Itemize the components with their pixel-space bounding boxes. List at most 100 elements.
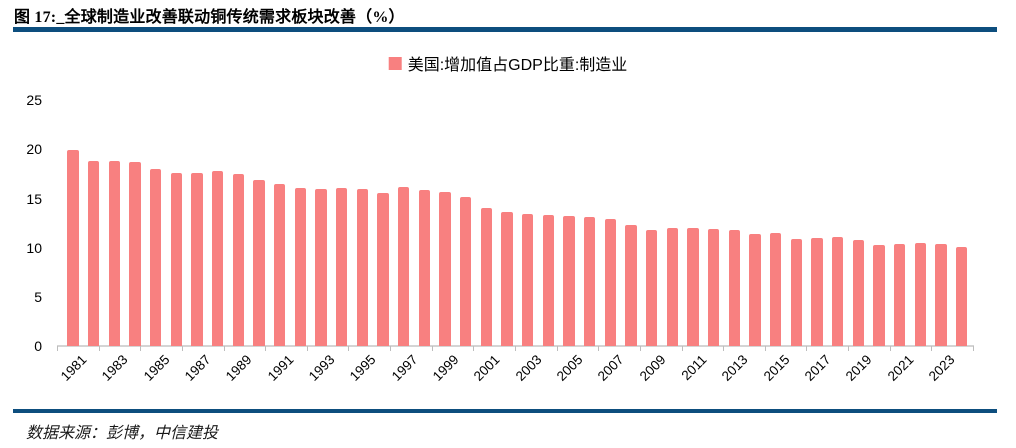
bar-2016 (790, 238, 803, 346)
bar-2008 (625, 225, 637, 346)
bar-1990 (253, 179, 265, 346)
x-axis-tick (848, 346, 850, 351)
bar-2003 (521, 214, 534, 346)
x-axis-label: 2017 (801, 352, 834, 384)
bar-2023 (935, 243, 947, 346)
y-axis-label: 15 (26, 190, 42, 207)
bar-2005 (563, 216, 575, 346)
x-axis-tick (889, 346, 891, 351)
x-axis-label: 1983 (99, 352, 131, 384)
bar-1992 (294, 187, 307, 346)
bar-1983 (108, 161, 121, 346)
x-axis-label: 1981 (57, 352, 90, 384)
bar-1981 (67, 150, 79, 346)
bar-1982 (87, 161, 100, 346)
bar-2021 (893, 243, 906, 346)
bar-2011 (687, 228, 699, 346)
bar-2022 (914, 242, 927, 346)
y-axis-label: 10 (26, 239, 42, 256)
bar-1989 (232, 174, 245, 346)
bar-1984 (129, 162, 141, 346)
x-axis-tick (348, 346, 350, 351)
x-axis-label: 1991 (264, 352, 297, 384)
x-axis-label: 1993 (305, 352, 338, 384)
x-axis-label: 1995 (347, 352, 379, 384)
x-axis-tick (515, 346, 516, 351)
x-axis-label: 2011 (678, 352, 710, 384)
x-axis-tick (390, 346, 392, 351)
bar-2006 (583, 217, 596, 346)
x-axis-label: 2023 (925, 352, 958, 384)
bar-1988 (211, 171, 224, 346)
x-axis-tick (223, 346, 225, 351)
bar-2000 (459, 196, 472, 346)
bar-2014 (749, 233, 761, 346)
x-axis-label: 1997 (388, 352, 421, 384)
x-axis-tick (181, 346, 183, 351)
bar-1999 (439, 191, 451, 346)
x-axis-tick (556, 346, 558, 351)
x-axis-label: 2009 (636, 352, 669, 384)
bar-2013 (728, 230, 741, 346)
x-axis-tick (806, 346, 808, 351)
bar-1991 (273, 183, 286, 346)
x-axis-tick (723, 346, 725, 351)
bar-2020 (873, 244, 885, 346)
x-axis-label: 2005 (553, 352, 586, 384)
bar-2018 (831, 236, 844, 346)
y-axis-label: 25 (26, 92, 42, 109)
x-axis-tick (306, 346, 308, 351)
figure-title: 图 17:_全球制造业改善联动铜传统需求板块改善（%） (14, 9, 405, 26)
x-axis-label: 2003 (512, 352, 545, 384)
title-divider (13, 27, 997, 32)
x-axis-tick (57, 346, 58, 351)
legend-swatch-icon (388, 56, 402, 70)
y-axis-label: 0 (34, 338, 42, 354)
x-axis-label: 2015 (760, 352, 793, 384)
bar-1998 (418, 189, 431, 346)
bar-1997 (397, 186, 410, 346)
bar-1986 (170, 173, 183, 346)
bar-2024 (956, 246, 968, 346)
bar-2009 (645, 230, 658, 346)
x-axis-tick (931, 346, 933, 351)
x-axis-label: 1985 (140, 352, 173, 384)
bar-2004 (542, 215, 555, 346)
legend-series-label: 美国:增加值占GDP比重:制造业 (407, 57, 628, 74)
chart-legend: 美国:增加值占GDP比重:制造业 (388, 51, 628, 75)
x-axis-label: 2021 (884, 352, 917, 384)
x-axis-label: 1987 (181, 352, 214, 384)
bar-2019 (852, 239, 865, 346)
x-axis-tick (98, 346, 100, 351)
x-axis-tick (764, 346, 766, 351)
x-axis-tick (639, 346, 641, 351)
bar-2002 (501, 212, 513, 346)
x-axis-label: 2019 (843, 352, 875, 384)
bar-1995 (356, 188, 369, 346)
x-axis-tick (473, 346, 475, 351)
bar-1996 (377, 192, 389, 346)
x-axis-tick (431, 346, 433, 351)
x-axis-tick (973, 346, 974, 351)
x-axis-tick (265, 346, 267, 351)
x-axis-tick (598, 346, 600, 351)
bar-2015 (769, 232, 782, 346)
bar-2017 (811, 237, 823, 346)
bar-2010 (666, 228, 679, 346)
x-axis-tick (681, 346, 683, 351)
bar-1985 (149, 169, 162, 346)
bar-1994 (335, 187, 348, 346)
data-source-note: 数据来源：彭博，中信建投 (26, 425, 219, 442)
bar-1993 (315, 188, 327, 346)
bar-1987 (191, 173, 203, 346)
bar-2001 (480, 208, 493, 346)
x-axis-label: 2001 (471, 352, 503, 384)
bar-2012 (707, 229, 720, 346)
x-axis-label: 1999 (429, 352, 462, 384)
x-axis-label: 2007 (595, 352, 627, 384)
bar-2007 (604, 219, 617, 346)
footer-divider (13, 409, 997, 413)
x-axis-label: 2013 (719, 352, 751, 384)
